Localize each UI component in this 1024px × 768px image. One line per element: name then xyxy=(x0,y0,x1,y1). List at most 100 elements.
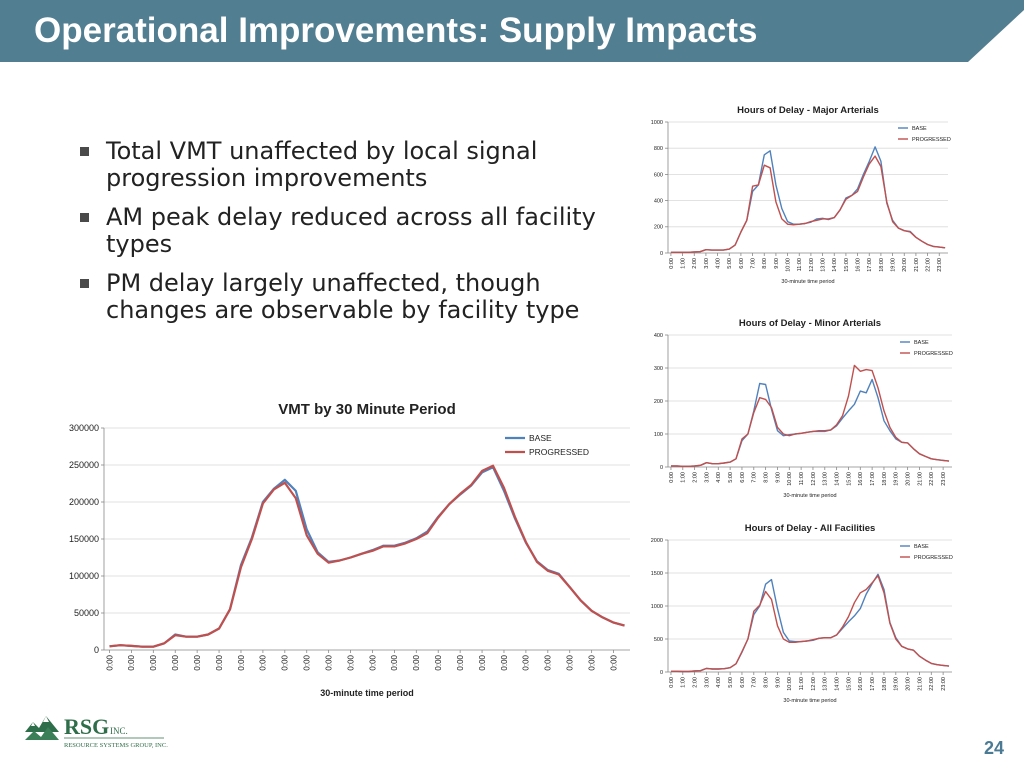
x-tick-label: 0:00 xyxy=(346,654,355,670)
square-bullet-icon xyxy=(80,279,89,288)
series-line-progressed xyxy=(670,155,946,254)
x-tick-label: 13:00 xyxy=(823,677,829,691)
y-tick-label: 100000 xyxy=(69,571,99,581)
bullet-item: AM peak delay reduced across all facilit… xyxy=(80,204,600,258)
x-tick-label: 21:00 xyxy=(914,258,920,272)
x-tick-label: 23:00 xyxy=(941,472,947,486)
legend-label: PROGRESSED xyxy=(914,555,953,561)
y-tick-label: 200000 xyxy=(69,497,99,507)
chart-title: Hours of Delay - Minor Arterials xyxy=(739,318,881,329)
x-tick-label: 2:00 xyxy=(693,472,699,483)
y-tick-label: 250000 xyxy=(69,460,99,470)
y-tick-label: 600 xyxy=(654,172,663,178)
x-tick-label: 3:00 xyxy=(704,677,710,688)
x-tick-label: 4:00 xyxy=(716,258,722,269)
x-tick-label: 0:00 xyxy=(281,654,290,670)
title-bar-shape xyxy=(0,0,1024,62)
x-tick-label: 20:00 xyxy=(906,677,912,691)
x-tick-label: 0:00 xyxy=(215,654,224,670)
series-line-progressed xyxy=(109,464,625,648)
x-tick-label: 9:00 xyxy=(775,472,781,483)
x-tick-label: 0:00 xyxy=(390,654,399,670)
x-tick-label: 0:00 xyxy=(171,654,180,670)
x-tick-label: 0:00 xyxy=(149,654,158,670)
rsg-logo: RSG INC. RESOURCE SYSTEMS GROUP, INC. xyxy=(24,710,174,752)
bullet-text: AM peak delay reduced across all facilit… xyxy=(106,203,596,258)
legend-label: BASE xyxy=(529,433,552,443)
x-tick-label: 13:00 xyxy=(821,258,827,272)
y-tick-label: 400 xyxy=(654,199,663,205)
x-tick-label: 14:00 xyxy=(835,472,841,486)
x-tick-label: 23:00 xyxy=(941,677,947,691)
logo-tagline: RESOURCE SYSTEMS GROUP, INC. xyxy=(64,742,168,749)
title-bar: Operational Improvements: Supply Impacts xyxy=(0,0,1024,62)
x-tick-label: 17:00 xyxy=(870,677,876,691)
x-tick-label: 10:00 xyxy=(787,677,793,691)
x-tick-label: 10:00 xyxy=(786,258,792,272)
x-tick-label: 0:00 xyxy=(669,677,675,688)
legend-label: BASE xyxy=(912,126,927,132)
x-tick-label: 16:00 xyxy=(856,258,862,272)
x-tick-label: 4:00 xyxy=(716,472,722,483)
x-tick-label: 6:00 xyxy=(740,472,746,483)
x-tick-label: 0:00 xyxy=(478,654,487,670)
x-tick-label: 5:00 xyxy=(728,677,734,688)
logo-mark: RSG xyxy=(64,714,109,739)
y-tick-label: 200 xyxy=(654,225,663,231)
y-tick-label: 0 xyxy=(660,251,663,257)
x-tick-label: 21:00 xyxy=(917,677,923,691)
series-line-base xyxy=(671,573,950,673)
x-tick-label: 12:00 xyxy=(811,472,817,486)
bullet-item: PM delay largely unaffected, though chan… xyxy=(80,270,600,324)
x-tick-label: 9:00 xyxy=(775,677,781,688)
y-tick-label: 200 xyxy=(654,399,663,405)
x-tick-label: 0:00 xyxy=(193,654,202,670)
y-tick-label: 1000 xyxy=(651,604,663,610)
x-tick-label: 16:00 xyxy=(858,677,864,691)
y-tick-label: 0 xyxy=(660,670,663,676)
x-tick-label: 6:00 xyxy=(739,258,745,269)
y-tick-label: 800 xyxy=(654,146,663,152)
x-tick-label: 0:00 xyxy=(303,654,312,670)
x-tick-label: 14:00 xyxy=(832,258,838,272)
x-tick-label: 4:00 xyxy=(716,677,722,688)
bullet-item: Total VMT unaffected by local signal pro… xyxy=(80,138,600,192)
x-axis-label: 30-minute time period xyxy=(320,688,414,698)
x-tick-label: 12:00 xyxy=(809,258,815,272)
x-tick-label: 18:00 xyxy=(879,258,885,272)
minor-arterials-delay-chart: Hours of Delay - Minor Arterials 0 100 200 3… xyxy=(620,310,960,510)
x-tick-label: 0:00 xyxy=(669,258,675,269)
x-tick-label: 7:00 xyxy=(752,677,758,688)
chart-svg: VMT by 30 Minute Period 0 50000 100000 15000… xyxy=(69,401,630,698)
x-tick-label: 19:00 xyxy=(894,472,900,486)
y-tick-label: 150000 xyxy=(69,534,99,544)
x-tick-label: 20:00 xyxy=(902,258,908,272)
x-tick-label: 8:00 xyxy=(764,472,770,483)
y-tick-label: 1000 xyxy=(651,120,663,126)
y-tick-label: 0 xyxy=(660,465,663,471)
x-tick-label: 18:00 xyxy=(882,677,888,691)
x-tick-label: 3:00 xyxy=(704,472,710,483)
x-tick-label: 22:00 xyxy=(929,472,935,486)
series-line-base xyxy=(109,466,625,648)
x-axis-label: 30-minute time period xyxy=(783,493,836,499)
x-tick-label: 0:00 xyxy=(522,654,531,670)
series-line-progressed xyxy=(671,574,950,673)
x-tick-label: 0:00 xyxy=(127,654,136,670)
page-number: 24 xyxy=(983,738,1004,758)
x-tick-label: 9:00 xyxy=(774,258,780,269)
x-tick-label: 0:00 xyxy=(368,654,377,670)
x-tick-label: 2:00 xyxy=(693,677,699,688)
x-tick-label: 14:00 xyxy=(835,677,841,691)
all-facilities-delay-chart: Hours of Delay - All Facilities 0 500 1000 1… xyxy=(620,514,960,714)
y-tick-label: 400 xyxy=(654,333,663,339)
x-tick-label: 23:00 xyxy=(937,258,943,272)
x-tick-label: 0:00 xyxy=(324,654,333,670)
legend-label: BASE xyxy=(914,544,929,550)
x-tick-label: 10:00 xyxy=(787,472,793,486)
x-tick-label: 21:00 xyxy=(917,472,923,486)
x-tick-label: 0:00 xyxy=(544,654,553,670)
x-axis-label: 30-minute time period xyxy=(781,279,834,285)
y-tick-label: 0 xyxy=(94,645,99,655)
x-tick-label: 19:00 xyxy=(891,258,897,272)
